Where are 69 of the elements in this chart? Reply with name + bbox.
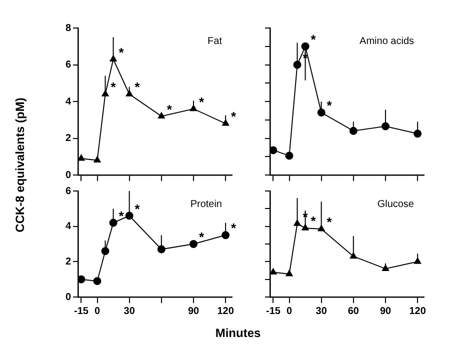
y-tick-label: 2 <box>65 256 72 268</box>
text: Fat <box>208 36 222 47</box>
point <box>190 240 198 248</box>
x-tick-label: -15 <box>266 306 281 317</box>
annotation: * <box>110 80 117 95</box>
point <box>78 154 85 161</box>
point <box>94 156 101 163</box>
annotation: * <box>118 44 125 60</box>
annotation: * <box>134 80 141 95</box>
y-tick-label: 6 <box>65 186 72 197</box>
y-tick-label: 0 <box>65 170 72 181</box>
point <box>349 126 358 135</box>
text: Amino acids <box>360 36 414 47</box>
point <box>109 218 118 227</box>
point <box>157 245 166 254</box>
y-tick-label: 2 <box>65 133 72 144</box>
point <box>317 108 326 117</box>
point <box>222 120 230 126</box>
x-tick-label: 0 <box>94 306 100 317</box>
annotation: * <box>166 102 173 117</box>
y-tick-label: 4 <box>65 96 72 108</box>
point <box>286 270 293 276</box>
point <box>414 130 422 138</box>
annotation: * <box>118 208 125 224</box>
x-tick-label: -15 <box>74 306 89 317</box>
point <box>301 42 310 50</box>
point <box>270 146 278 154</box>
y-tick-label: 4 <box>65 221 72 232</box>
annotation: * <box>134 201 141 216</box>
point <box>293 60 302 69</box>
point <box>102 90 109 96</box>
point <box>110 55 117 62</box>
x-tick-label: 120 <box>409 306 426 317</box>
point <box>125 212 134 220</box>
point <box>78 275 86 284</box>
point <box>382 122 390 130</box>
x-tick-label: 60 <box>348 306 360 317</box>
annotation: * <box>310 32 317 47</box>
y-tick-label: 8 <box>65 22 72 34</box>
x-axis-title: Minutes <box>214 326 262 340</box>
y-tick-label: 0 <box>65 292 72 303</box>
annotation: * <box>326 98 333 114</box>
x-tick-label: 90 <box>188 306 200 317</box>
text: Glucose <box>377 198 414 210</box>
annotation: * <box>310 214 317 229</box>
point <box>222 231 230 240</box>
x-tick-label: 30 <box>316 306 328 317</box>
annotation: * <box>231 109 238 124</box>
point <box>101 247 110 256</box>
annotation: * <box>198 230 205 245</box>
point <box>285 152 294 160</box>
point <box>382 264 390 271</box>
x-tick-label: 30 <box>124 306 136 317</box>
x-tick-label: 0 <box>286 306 292 317</box>
point <box>302 224 309 230</box>
y-tick-label: 6 <box>65 60 72 70</box>
point <box>294 220 301 226</box>
x-tick-label: 90 <box>380 306 392 317</box>
point <box>126 90 133 96</box>
y-axis-title: CCK-8 equivalents (pM) <box>13 96 27 234</box>
annotation: * <box>231 220 238 236</box>
annotation: * <box>326 214 333 230</box>
text: Protein <box>190 198 222 210</box>
point <box>158 112 165 118</box>
point <box>93 277 102 286</box>
annotation: * <box>198 94 205 110</box>
x-tick-label: 120 <box>217 306 234 317</box>
point <box>414 258 422 264</box>
point <box>270 268 277 275</box>
